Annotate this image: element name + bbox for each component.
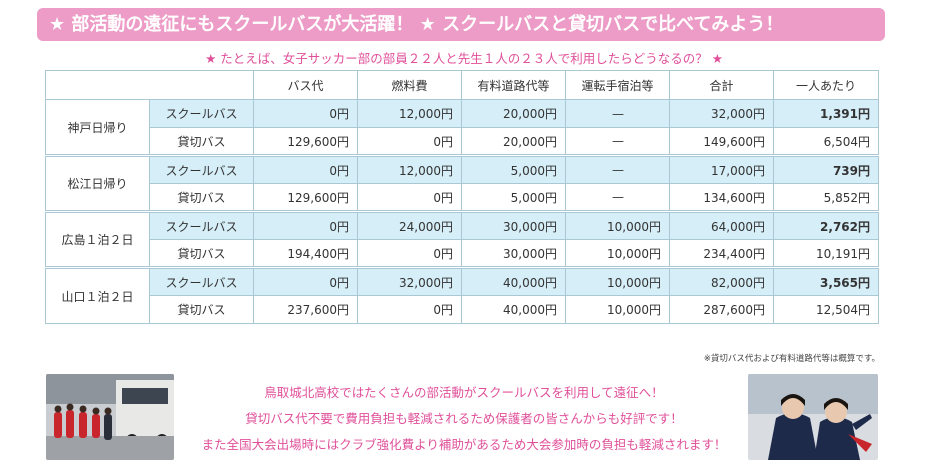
cell: —	[565, 183, 670, 213]
cell: 10,000円	[565, 239, 670, 269]
table-row: 貸切バス 237,600円 0円 40,000円 10,000円 287,600…	[46, 295, 879, 324]
table-row: 貸切バス 194,400円 0円 30,000円 10,000円 234,400…	[46, 239, 879, 269]
route-cell: 広島１泊２日	[45, 211, 150, 269]
subtitle: ★ たとえば、女子サッカー部の部員２２人と先生１人の２３人で利用したらどうなるの…	[205, 51, 723, 66]
header-cell: バス代	[253, 70, 358, 100]
header-cell: 合計	[669, 70, 774, 100]
cell: 0円	[253, 267, 358, 296]
route-cell: 松江日帰り	[45, 155, 150, 213]
cell: 64,000円	[669, 211, 774, 240]
per-person-cell: 739円	[773, 155, 879, 184]
cell: —	[565, 99, 670, 128]
table-row: 山口１泊２日 スクールバス 0円 32,000円 40,000円 10,000円…	[45, 267, 879, 324]
route-cell: 神戸日帰り	[45, 99, 150, 157]
cell: 0円	[357, 239, 462, 269]
per-person-cell: 1,391円	[773, 99, 879, 128]
cell: 0円	[357, 183, 462, 213]
cell: 194,400円	[253, 239, 358, 269]
cell: 0円	[253, 99, 358, 128]
cell: 287,600円	[669, 295, 774, 324]
cell: 237,600円	[253, 295, 358, 324]
cell: 234,400円	[669, 239, 774, 269]
cell: 12,000円	[357, 99, 462, 128]
cell: 40,000円	[461, 295, 566, 324]
table-row: 貸切バス 129,600円 0円 20,000円 — 149,600円 6,50…	[46, 127, 879, 157]
cell: 30,000円	[461, 239, 566, 269]
route-cell: 山口１泊２日	[45, 267, 150, 324]
cell: 32,000円	[357, 267, 462, 296]
cell: 20,000円	[461, 99, 566, 128]
cell: 20,000円	[461, 127, 566, 157]
header-cell: 一人あたり	[773, 70, 879, 100]
bus-type-cell: 貸切バス	[149, 295, 254, 324]
cell: 134,600円	[669, 183, 774, 213]
title-banner: ★ 部活動の遠征にもスクールバスが大活躍！ ★ スクールバスと貸切バスで比べてみ…	[37, 8, 885, 41]
bottom-message-line: 貸切バス代不要で費用負担も軽減されるため保護者の皆さんからも好評です！	[245, 411, 683, 426]
bus-type-cell: 貸切バス	[149, 183, 254, 213]
header-cell: 燃料費	[357, 70, 462, 100]
cell: 129,600円	[253, 183, 358, 213]
header-cell	[45, 70, 254, 100]
bus-type-cell: スクールバス	[149, 99, 254, 128]
cell: 149,600円	[669, 127, 774, 157]
cell: 24,000円	[357, 211, 462, 240]
per-person-cell: 5,852円	[773, 183, 879, 213]
table-header-row: バス代 燃料費 有料道路代等 運転手宿泊等 合計 一人あたり	[45, 70, 879, 100]
per-person-cell: 6,504円	[773, 127, 879, 157]
students-photo	[748, 374, 878, 460]
cell: 0円	[253, 211, 358, 240]
table-row: 貸切バス 129,600円 0円 5,000円 — 134,600円 5,852…	[46, 183, 879, 213]
team-bus-photo	[46, 374, 174, 460]
cell: 0円	[253, 155, 358, 184]
cell: 10,000円	[565, 267, 670, 296]
cell: —	[565, 155, 670, 184]
bus-type-cell: スクールバス	[149, 211, 254, 240]
table-row: 神戸日帰り スクールバス 0円 12,000円 20,000円 — 32,000…	[45, 99, 879, 157]
cell: 32,000円	[669, 99, 774, 128]
table-row: 松江日帰り スクールバス 0円 12,000円 5,000円 — 17,000円…	[45, 155, 879, 213]
header-cell: 運転手宿泊等	[565, 70, 670, 100]
cell: 40,000円	[461, 267, 566, 296]
cell: 0円	[357, 295, 462, 324]
per-person-cell: 2,762円	[773, 211, 879, 240]
cell: 5,000円	[461, 155, 566, 184]
footnote: ※貸切バス代および有料道路代等は概算です。	[703, 354, 880, 364]
per-person-cell: 10,191円	[773, 239, 879, 269]
cell: 12,000円	[357, 155, 462, 184]
cell: 17,000円	[669, 155, 774, 184]
cell: 5,000円	[461, 183, 566, 213]
cell: 82,000円	[669, 267, 774, 296]
cell: —	[565, 127, 670, 157]
table-row: 広島１泊２日 スクールバス 0円 24,000円 30,000円 10,000円…	[45, 211, 879, 269]
cell: 30,000円	[461, 211, 566, 240]
cell: 0円	[357, 127, 462, 157]
bus-type-cell: スクールバス	[149, 267, 254, 296]
bus-type-cell: スクールバス	[149, 155, 254, 184]
cell: 10,000円	[565, 295, 670, 324]
cell: 10,000円	[565, 211, 670, 240]
bottom-message-line: また全国大会出場時にはクラブ強化費より補助があるため大会参加時の負担も軽減されま…	[201, 437, 727, 452]
bus-type-cell: 貸切バス	[149, 127, 254, 157]
cost-comparison-table: バス代 燃料費 有料道路代等 運転手宿泊等 合計 一人あたり 神戸日帰り スクー…	[45, 70, 879, 324]
bottom-message-line: 鳥取城北高校ではたくさんの部活動がスクールバスを利用して遠征へ！	[264, 385, 664, 400]
per-person-cell: 12,504円	[773, 295, 879, 324]
bus-type-cell: 貸切バス	[149, 239, 254, 269]
per-person-cell: 3,565円	[773, 267, 879, 296]
header-cell: 有料道路代等	[461, 70, 566, 100]
cell: 129,600円	[253, 127, 358, 157]
